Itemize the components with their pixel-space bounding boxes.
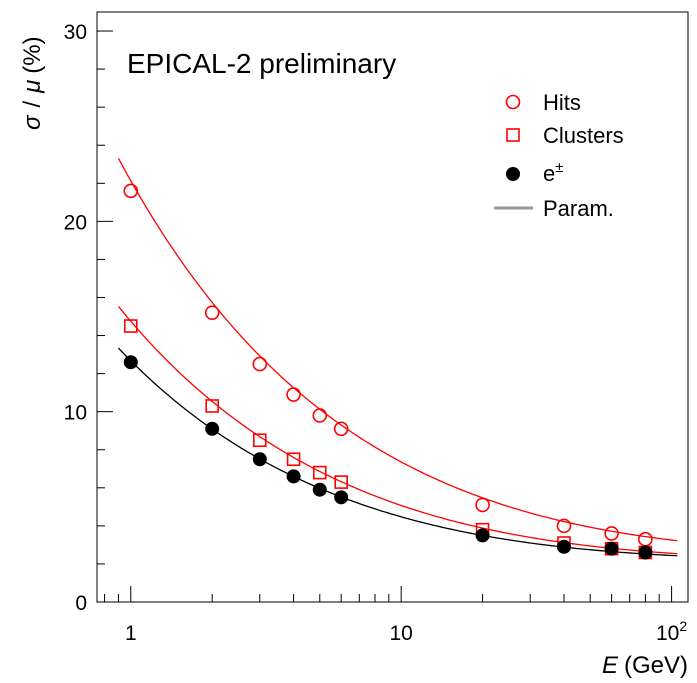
x-tick-label: 102 — [656, 618, 687, 645]
y-tick-label: 0 — [75, 592, 87, 615]
point-clusters — [286, 452, 301, 467]
x-tick-label: 10 — [390, 622, 413, 645]
y-axis-sigma: σ — [19, 114, 46, 130]
point-clusters — [252, 433, 267, 448]
fit-curve-e — [117, 347, 678, 557]
point-e — [286, 469, 301, 484]
x-axis-unit: (GeV) — [624, 652, 688, 679]
x-tick-label: 1 — [125, 622, 137, 645]
y-axis-unit: (%) — [19, 36, 46, 73]
point-hits — [204, 305, 220, 321]
point-e — [334, 490, 349, 505]
point-e — [556, 539, 571, 554]
point-hits — [604, 526, 619, 541]
x-tick-label-base: 1 — [125, 622, 137, 645]
legend-label-electrons: e± — [543, 159, 563, 186]
data-points — [123, 183, 653, 560]
point-e — [638, 545, 653, 560]
x-axis-symbol: E — [602, 652, 619, 679]
x-tick-label-base: 10 — [390, 622, 413, 645]
legend-label-clusters: Clusters — [543, 123, 624, 148]
point-hits — [638, 531, 653, 547]
point-e — [252, 452, 267, 467]
point-clusters — [123, 319, 138, 333]
axis-ticks — [97, 30, 673, 603]
point-e — [312, 482, 327, 497]
point-e — [123, 355, 138, 370]
y-axis-mu: μ — [19, 80, 46, 94]
point-e — [205, 421, 220, 436]
legend-marker-hits — [505, 94, 521, 110]
point-hits — [556, 518, 572, 534]
point-e — [604, 541, 619, 556]
legend-label-param: Param. — [543, 196, 614, 221]
y-tick-label: 10 — [64, 402, 87, 425]
x-tick-label-superscript: 2 — [679, 618, 687, 634]
fit-curve-hits — [117, 157, 678, 542]
legend-label-electrons-base: e — [543, 161, 555, 186]
x-tick-label-base: 10 — [656, 622, 679, 645]
point-clusters — [334, 475, 348, 489]
legend-label-hits: Hits — [543, 90, 581, 115]
point-hits — [123, 183, 139, 199]
x-axis-title: E (GeV) — [602, 652, 688, 679]
legend-label-electrons-superscript: ± — [555, 159, 563, 176]
legend: Hits Clusters e± Param. — [494, 90, 624, 221]
point-hits — [475, 497, 490, 513]
point-hits — [312, 408, 328, 423]
y-axis-title: σ / μ (%) — [19, 36, 46, 130]
point-clusters — [205, 399, 219, 413]
fit-curve-clusters — [117, 305, 678, 555]
legend-marker-clusters — [506, 128, 520, 142]
legend-marker-electrons — [506, 167, 520, 181]
y-tick-label: 20 — [64, 211, 87, 234]
y-tick-label: 30 — [64, 21, 87, 44]
point-clusters — [312, 465, 327, 480]
point-e — [475, 528, 490, 543]
chart-title: EPICAL-2 preliminary — [127, 48, 396, 79]
point-hits — [286, 387, 301, 402]
point-hits — [252, 356, 268, 372]
y-axis-slash: / — [19, 101, 46, 108]
point-hits — [333, 421, 349, 437]
plot-frame — [96, 11, 689, 603]
